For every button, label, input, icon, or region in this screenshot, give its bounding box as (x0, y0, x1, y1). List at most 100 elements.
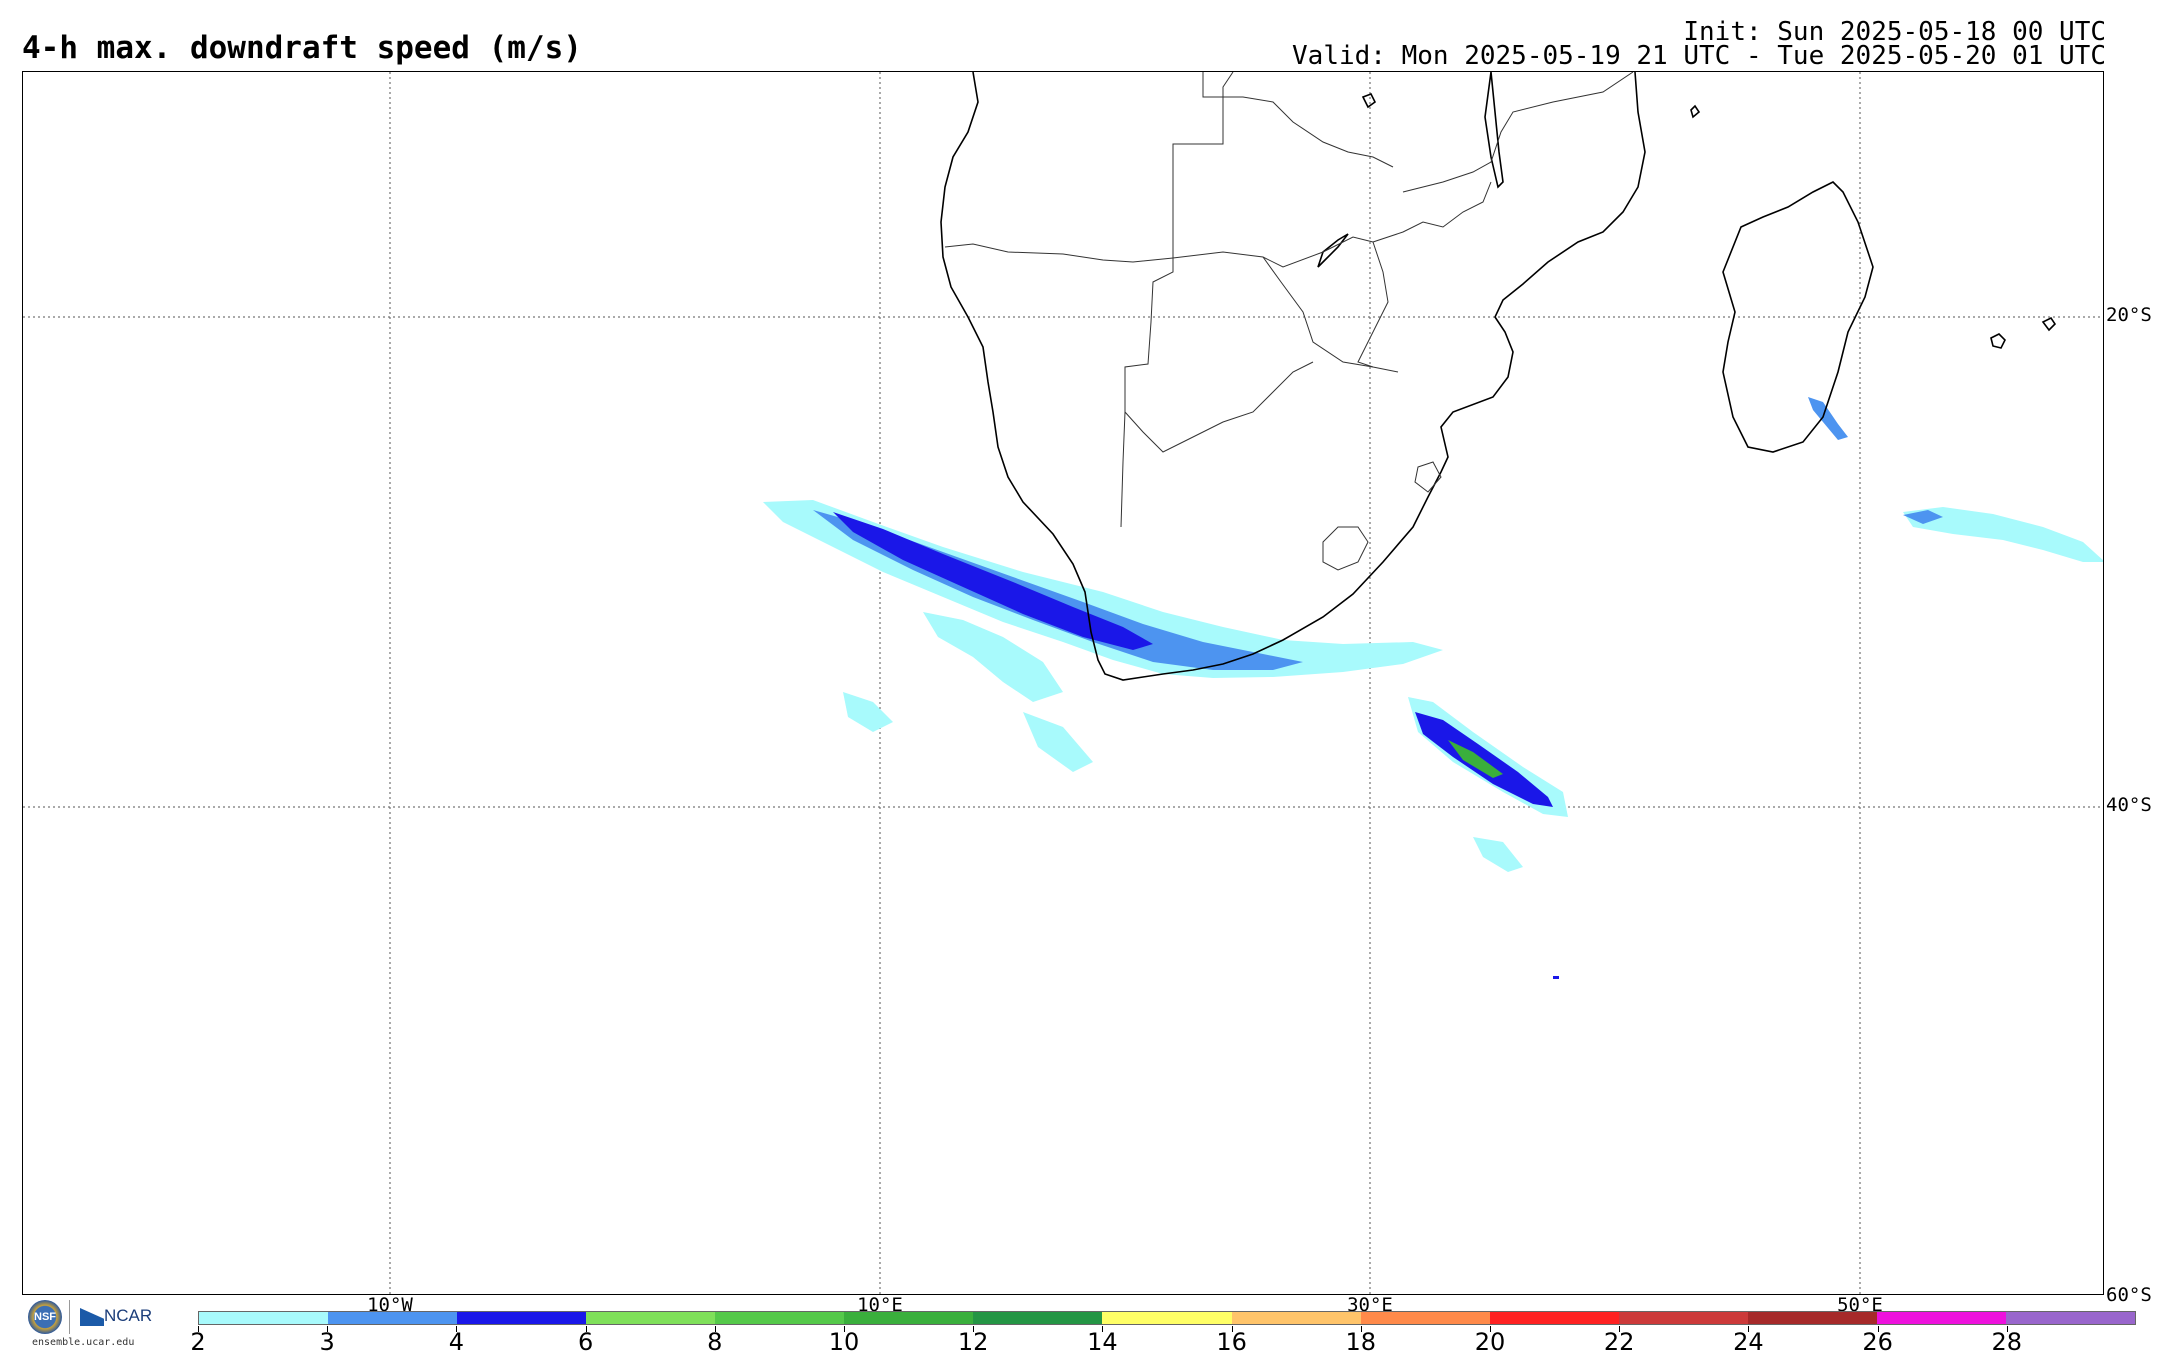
lake-kariba (1317, 233, 1349, 268)
coastlines (940, 72, 2057, 681)
colorbar-tick (1102, 1326, 1104, 1332)
shade-east-band-mid (1903, 510, 1943, 524)
border-angola-zambia (1172, 72, 1234, 258)
colorbar-segment (1231, 1312, 1361, 1324)
colorbar-segment (328, 1312, 458, 1324)
lon-label-30e: 30°E (1347, 1294, 1393, 1316)
map-title: 4-h max. downdraft speed (m/s) (22, 30, 582, 66)
colorbar-tick (2006, 1326, 2008, 1332)
shade-southwest-band-strong (833, 512, 1153, 650)
colorbar-segment (586, 1312, 716, 1324)
border-tanzania (1402, 72, 1634, 193)
colorbar-tick (714, 1326, 716, 1332)
border-zimbabwe-mozambique (1357, 241, 1399, 373)
shade-scatter-1 (923, 612, 1063, 702)
colorbar-label: 18 (1345, 1328, 1377, 1356)
colorbar-label: 16 (1216, 1328, 1247, 1356)
colorbar-label: 8 (707, 1328, 723, 1356)
colorbar-tick (585, 1326, 587, 1332)
colorbar-segment (715, 1312, 845, 1324)
colorbar-segment (457, 1312, 587, 1324)
lon-label-50e: 50°E (1837, 1294, 1883, 1316)
colorbar-label: 12 (957, 1328, 989, 1356)
country-borders (944, 72, 1634, 571)
downdraft-shading (763, 397, 2103, 979)
ensemble-logo: NSF NCAR ensemble.ucar.edu (24, 1298, 154, 1354)
colorbar-tick (1619, 1326, 1621, 1332)
colorbar-tick (1748, 1326, 1750, 1332)
shade-east-band (1903, 507, 2103, 562)
nsf-logo: NSF (28, 1300, 62, 1334)
colorbar-label: 4 (448, 1328, 465, 1356)
colorbar-label: 14 (1087, 1328, 1118, 1356)
lon-label-10e: 10°E (857, 1294, 903, 1316)
colorbar (198, 1311, 2136, 1325)
island-mauritius (1990, 333, 2006, 349)
colorbar-segment (2005, 1312, 2135, 1324)
colorbar-label: 28 (1991, 1328, 2023, 1356)
colorbar-label: 26 (1862, 1328, 1893, 1356)
border-zambia-zimbabwe (1172, 236, 1374, 268)
border-drc (1202, 72, 1394, 168)
shade-isolated-point (1553, 976, 1559, 979)
island-comoros (1690, 104, 1701, 119)
border-namibia-botswana (1120, 258, 1174, 528)
colorbar-tick (1231, 1326, 1233, 1332)
colorbar-tick (1877, 1326, 1879, 1332)
colorbar-tick (327, 1326, 329, 1332)
map-panel (22, 71, 2104, 1295)
valid-time: Valid: Mon 2025-05-19 21 UTC - Tue 2025-… (1292, 41, 2106, 71)
graticule (23, 72, 2103, 1294)
lat-label-60s: 60°S (2106, 1284, 2152, 1306)
border-botswana-zimbabwe (1262, 256, 1374, 368)
colorbar-label: 2 (190, 1328, 206, 1356)
lake-victoria-region (1361, 92, 1377, 109)
colorbar-segment (199, 1312, 329, 1324)
madagascar-coastline (1722, 181, 1874, 453)
colorbar-segment (1489, 1312, 1619, 1324)
colorbar-label: 20 (1474, 1328, 1506, 1356)
colorbar-segment (1876, 1312, 2006, 1324)
colorbar-label: 3 (319, 1328, 335, 1356)
island-reunion (2041, 316, 2057, 332)
shade-scatter-3 (1023, 712, 1093, 772)
colorbar-segment (1102, 1312, 1232, 1324)
colorbar-segment (1618, 1312, 1748, 1324)
ncar-logo-text: NCAR (104, 1306, 153, 1325)
colorbar-tick (198, 1326, 199, 1332)
lat-label-40s: 40°S (2106, 794, 2152, 816)
shade-south-scatter (1473, 837, 1523, 872)
logo-divider (69, 1300, 70, 1334)
colorbar-tick (1360, 1326, 1362, 1332)
border-south-africa-botswana (1124, 361, 1314, 453)
border-eswatini (1414, 461, 1442, 493)
colorbar-segment (1360, 1312, 1490, 1324)
colorbar-tick (844, 1326, 845, 1332)
colorbar-label: 10 (828, 1328, 860, 1356)
border-lesotho (1322, 526, 1369, 571)
site-url: ensemble.ucar.edu (32, 1337, 135, 1348)
lat-label-20s: 20°S (2106, 304, 2152, 326)
africa-coastline (940, 72, 1646, 681)
shade-southeast-cell-strong (1415, 712, 1553, 807)
shade-southeast-cell-green (1448, 740, 1503, 778)
shade-scatter-2 (843, 692, 893, 732)
border-mozambique-malawi (1372, 181, 1492, 243)
init-time: Init: Sun 2025-05-18 00 UTC (1683, 17, 2106, 47)
colorbar-tick (456, 1326, 458, 1332)
colorbar-segment (1747, 1312, 1877, 1324)
colorbar-tick (973, 1326, 975, 1332)
shade-southwest-band-mid (813, 510, 1303, 670)
border-angola-namibia (944, 243, 1174, 263)
colorbar-segment (844, 1312, 974, 1324)
ncar-mark-icon (80, 1308, 104, 1326)
colorbar-segment (973, 1312, 1103, 1324)
lon-label-10w: 10°W (367, 1294, 413, 1316)
colorbar-label: 6 (577, 1328, 594, 1356)
lake-malawi (1484, 72, 1504, 189)
shade-madagascar-south (1808, 397, 1848, 440)
colorbar-tick (1490, 1326, 1491, 1332)
colorbar-label: 24 (1733, 1328, 1764, 1356)
shade-southwest-band-light (763, 500, 1443, 678)
colorbar-label: 22 (1603, 1328, 1635, 1356)
